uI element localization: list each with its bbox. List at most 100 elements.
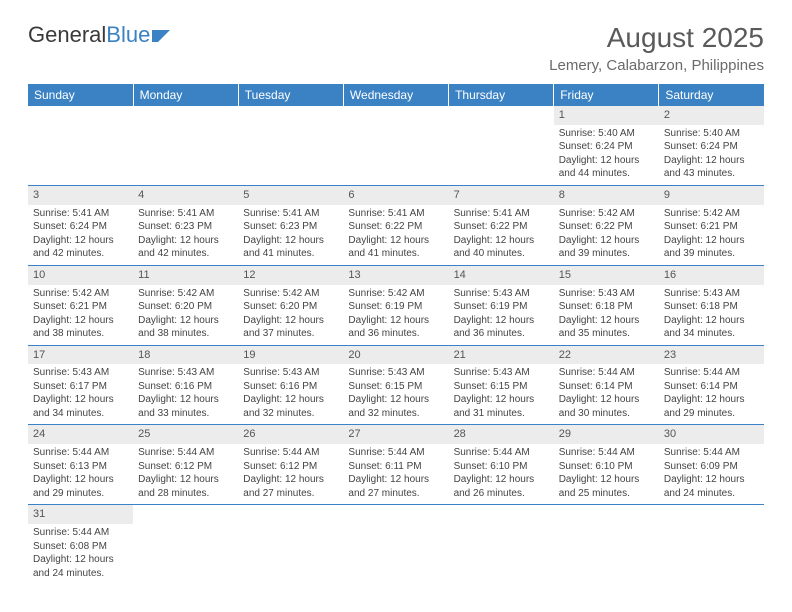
calendar-day-cell: 22Sunrise: 5:44 AMSunset: 6:14 PMDayligh… <box>554 345 659 425</box>
day-daylight2: and 38 minutes. <box>138 327 233 341</box>
day-sunset: Sunset: 6:15 PM <box>454 380 549 394</box>
day-sunrise: Sunrise: 5:40 AM <box>664 127 759 141</box>
logo: General Blue <box>28 22 174 48</box>
day-sunrise: Sunrise: 5:40 AM <box>559 127 654 141</box>
day-sunrise: Sunrise: 5:42 AM <box>243 287 338 301</box>
calendar-day-cell: 20Sunrise: 5:43 AMSunset: 6:15 PMDayligh… <box>343 345 448 425</box>
weekday-header: Monday <box>133 84 238 106</box>
day-sunset: Sunset: 6:18 PM <box>664 300 759 314</box>
day-number: 9 <box>659 186 764 205</box>
day-details: Sunrise: 5:44 AMSunset: 6:08 PMDaylight:… <box>28 524 133 584</box>
day-details: Sunrise: 5:42 AMSunset: 6:20 PMDaylight:… <box>133 285 238 345</box>
day-number: 13 <box>343 266 448 285</box>
day-details: Sunrise: 5:44 AMSunset: 6:10 PMDaylight:… <box>449 444 554 504</box>
calendar-day-cell: 11Sunrise: 5:42 AMSunset: 6:20 PMDayligh… <box>133 265 238 345</box>
day-number: 7 <box>449 186 554 205</box>
day-sunset: Sunset: 6:21 PM <box>33 300 128 314</box>
day-details: Sunrise: 5:44 AMSunset: 6:14 PMDaylight:… <box>554 364 659 424</box>
calendar-empty-cell <box>343 106 448 185</box>
day-sunset: Sunset: 6:23 PM <box>243 220 338 234</box>
day-sunset: Sunset: 6:08 PM <box>33 540 128 554</box>
day-details: Sunrise: 5:44 AMSunset: 6:10 PMDaylight:… <box>554 444 659 504</box>
weekday-header: Wednesday <box>343 84 448 106</box>
weekday-header: Saturday <box>659 84 764 106</box>
calendar-week-row: 31Sunrise: 5:44 AMSunset: 6:08 PMDayligh… <box>28 505 764 584</box>
calendar-week-row: 17Sunrise: 5:43 AMSunset: 6:17 PMDayligh… <box>28 345 764 425</box>
day-daylight1: Daylight: 12 hours <box>138 234 233 248</box>
day-daylight1: Daylight: 12 hours <box>348 314 443 328</box>
calendar-day-cell: 6Sunrise: 5:41 AMSunset: 6:22 PMDaylight… <box>343 185 448 265</box>
day-sunrise: Sunrise: 5:44 AM <box>559 366 654 380</box>
calendar-day-cell: 2Sunrise: 5:40 AMSunset: 6:24 PMDaylight… <box>659 106 764 185</box>
day-details: Sunrise: 5:44 AMSunset: 6:12 PMDaylight:… <box>133 444 238 504</box>
day-details: Sunrise: 5:44 AMSunset: 6:11 PMDaylight:… <box>343 444 448 504</box>
day-daylight2: and 24 minutes. <box>664 487 759 501</box>
day-sunrise: Sunrise: 5:43 AM <box>559 287 654 301</box>
day-daylight1: Daylight: 12 hours <box>664 314 759 328</box>
day-number: 10 <box>28 266 133 285</box>
calendar-day-cell: 3Sunrise: 5:41 AMSunset: 6:24 PMDaylight… <box>28 185 133 265</box>
logo-flag-icon <box>152 22 174 48</box>
header: General Blue August 2025 Lemery, Calabar… <box>28 22 764 74</box>
day-sunset: Sunset: 6:10 PM <box>454 460 549 474</box>
day-number: 28 <box>449 425 554 444</box>
logo-text-general: General <box>28 22 106 48</box>
day-number: 23 <box>659 346 764 365</box>
calendar-day-cell: 25Sunrise: 5:44 AMSunset: 6:12 PMDayligh… <box>133 425 238 505</box>
calendar-table: SundayMondayTuesdayWednesdayThursdayFrid… <box>28 84 764 584</box>
day-daylight2: and 26 minutes. <box>454 487 549 501</box>
day-details: Sunrise: 5:43 AMSunset: 6:19 PMDaylight:… <box>449 285 554 345</box>
calendar-empty-cell <box>133 106 238 185</box>
day-details: Sunrise: 5:43 AMSunset: 6:18 PMDaylight:… <box>659 285 764 345</box>
day-daylight2: and 41 minutes. <box>243 247 338 261</box>
day-sunrise: Sunrise: 5:43 AM <box>348 366 443 380</box>
calendar-day-cell: 1Sunrise: 5:40 AMSunset: 6:24 PMDaylight… <box>554 106 659 185</box>
day-number: 24 <box>28 425 133 444</box>
calendar-empty-cell <box>238 505 343 584</box>
day-daylight2: and 42 minutes. <box>33 247 128 261</box>
day-daylight2: and 38 minutes. <box>33 327 128 341</box>
calendar-day-cell: 16Sunrise: 5:43 AMSunset: 6:18 PMDayligh… <box>659 265 764 345</box>
calendar-day-cell: 23Sunrise: 5:44 AMSunset: 6:14 PMDayligh… <box>659 345 764 425</box>
title-block: August 2025 Lemery, Calabarzon, Philippi… <box>549 22 764 74</box>
day-number: 16 <box>659 266 764 285</box>
day-details: Sunrise: 5:41 AMSunset: 6:23 PMDaylight:… <box>238 205 343 265</box>
day-sunrise: Sunrise: 5:43 AM <box>243 366 338 380</box>
day-sunset: Sunset: 6:10 PM <box>559 460 654 474</box>
day-sunset: Sunset: 6:21 PM <box>664 220 759 234</box>
calendar-day-cell: 12Sunrise: 5:42 AMSunset: 6:20 PMDayligh… <box>238 265 343 345</box>
day-details: Sunrise: 5:42 AMSunset: 6:19 PMDaylight:… <box>343 285 448 345</box>
day-details: Sunrise: 5:42 AMSunset: 6:20 PMDaylight:… <box>238 285 343 345</box>
calendar-day-cell: 7Sunrise: 5:41 AMSunset: 6:22 PMDaylight… <box>449 185 554 265</box>
day-daylight1: Daylight: 12 hours <box>138 314 233 328</box>
day-sunset: Sunset: 6:12 PM <box>138 460 233 474</box>
day-sunrise: Sunrise: 5:41 AM <box>454 207 549 221</box>
day-sunrise: Sunrise: 5:44 AM <box>664 366 759 380</box>
day-daylight1: Daylight: 12 hours <box>348 473 443 487</box>
weekday-header: Thursday <box>449 84 554 106</box>
day-daylight1: Daylight: 12 hours <box>33 553 128 567</box>
day-daylight1: Daylight: 12 hours <box>138 473 233 487</box>
day-sunset: Sunset: 6:11 PM <box>348 460 443 474</box>
day-number: 21 <box>449 346 554 365</box>
day-sunrise: Sunrise: 5:43 AM <box>454 366 549 380</box>
day-daylight2: and 28 minutes. <box>138 487 233 501</box>
day-daylight2: and 36 minutes. <box>348 327 443 341</box>
calendar-empty-cell <box>554 505 659 584</box>
calendar-empty-cell <box>28 106 133 185</box>
day-number: 27 <box>343 425 448 444</box>
calendar-day-cell: 9Sunrise: 5:42 AMSunset: 6:21 PMDaylight… <box>659 185 764 265</box>
weekday-header: Sunday <box>28 84 133 106</box>
day-number: 8 <box>554 186 659 205</box>
day-details: Sunrise: 5:43 AMSunset: 6:17 PMDaylight:… <box>28 364 133 424</box>
day-number: 12 <box>238 266 343 285</box>
day-sunrise: Sunrise: 5:42 AM <box>33 287 128 301</box>
day-daylight1: Daylight: 12 hours <box>559 234 654 248</box>
day-daylight2: and 44 minutes. <box>559 167 654 181</box>
day-sunset: Sunset: 6:22 PM <box>454 220 549 234</box>
day-daylight2: and 34 minutes. <box>33 407 128 421</box>
calendar-day-cell: 17Sunrise: 5:43 AMSunset: 6:17 PMDayligh… <box>28 345 133 425</box>
calendar-day-cell: 4Sunrise: 5:41 AMSunset: 6:23 PMDaylight… <box>133 185 238 265</box>
day-daylight1: Daylight: 12 hours <box>559 314 654 328</box>
day-sunset: Sunset: 6:24 PM <box>33 220 128 234</box>
